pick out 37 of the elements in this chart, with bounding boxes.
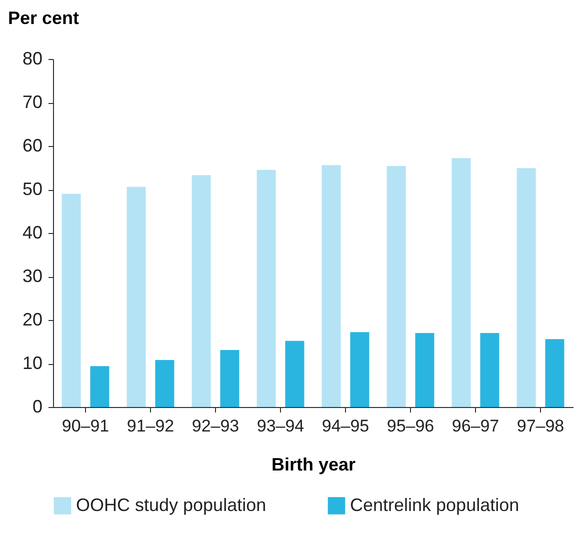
legend-label: OOHC study population — [76, 494, 266, 515]
x-tick-label: 93–94 — [256, 416, 304, 436]
x-tick-label: 95–96 — [386, 416, 434, 436]
x-tick-label: 96–97 — [452, 416, 500, 436]
y-tick-label: 10 — [22, 353, 42, 373]
y-tick-label: 80 — [22, 48, 42, 68]
bar — [322, 165, 341, 407]
bar — [62, 194, 81, 407]
bar — [415, 333, 434, 407]
y-tick-label: 50 — [22, 179, 42, 199]
bar — [256, 170, 276, 407]
x-tick-label: 92–93 — [192, 416, 240, 436]
bar — [285, 340, 304, 407]
bar — [516, 168, 536, 407]
bar — [386, 166, 406, 407]
bar — [480, 333, 500, 407]
legend-label: Centrelink population — [350, 494, 520, 515]
y-axis-title: Per cent — [8, 8, 80, 28]
y-tick-label: 40 — [22, 222, 42, 242]
y-tick-label: 60 — [22, 136, 42, 156]
bar — [155, 360, 174, 407]
bar — [350, 332, 370, 407]
x-tick-label: 97–98 — [516, 416, 564, 436]
bar — [220, 350, 240, 407]
x-tick-label: 90–91 — [62, 416, 110, 436]
bar — [545, 339, 564, 407]
x-tick-label: 94–95 — [322, 416, 370, 436]
y-tick-label: 70 — [22, 92, 42, 112]
x-axis-title: Birth year — [271, 454, 356, 474]
bar — [192, 175, 211, 407]
y-tick-label: 0 — [32, 396, 42, 416]
y-tick-label: 20 — [22, 310, 42, 330]
bar — [90, 366, 110, 407]
bar — [126, 186, 146, 407]
y-tick-label: 30 — [22, 266, 42, 286]
x-tick-label: 91–92 — [126, 416, 174, 436]
bar — [452, 158, 471, 407]
